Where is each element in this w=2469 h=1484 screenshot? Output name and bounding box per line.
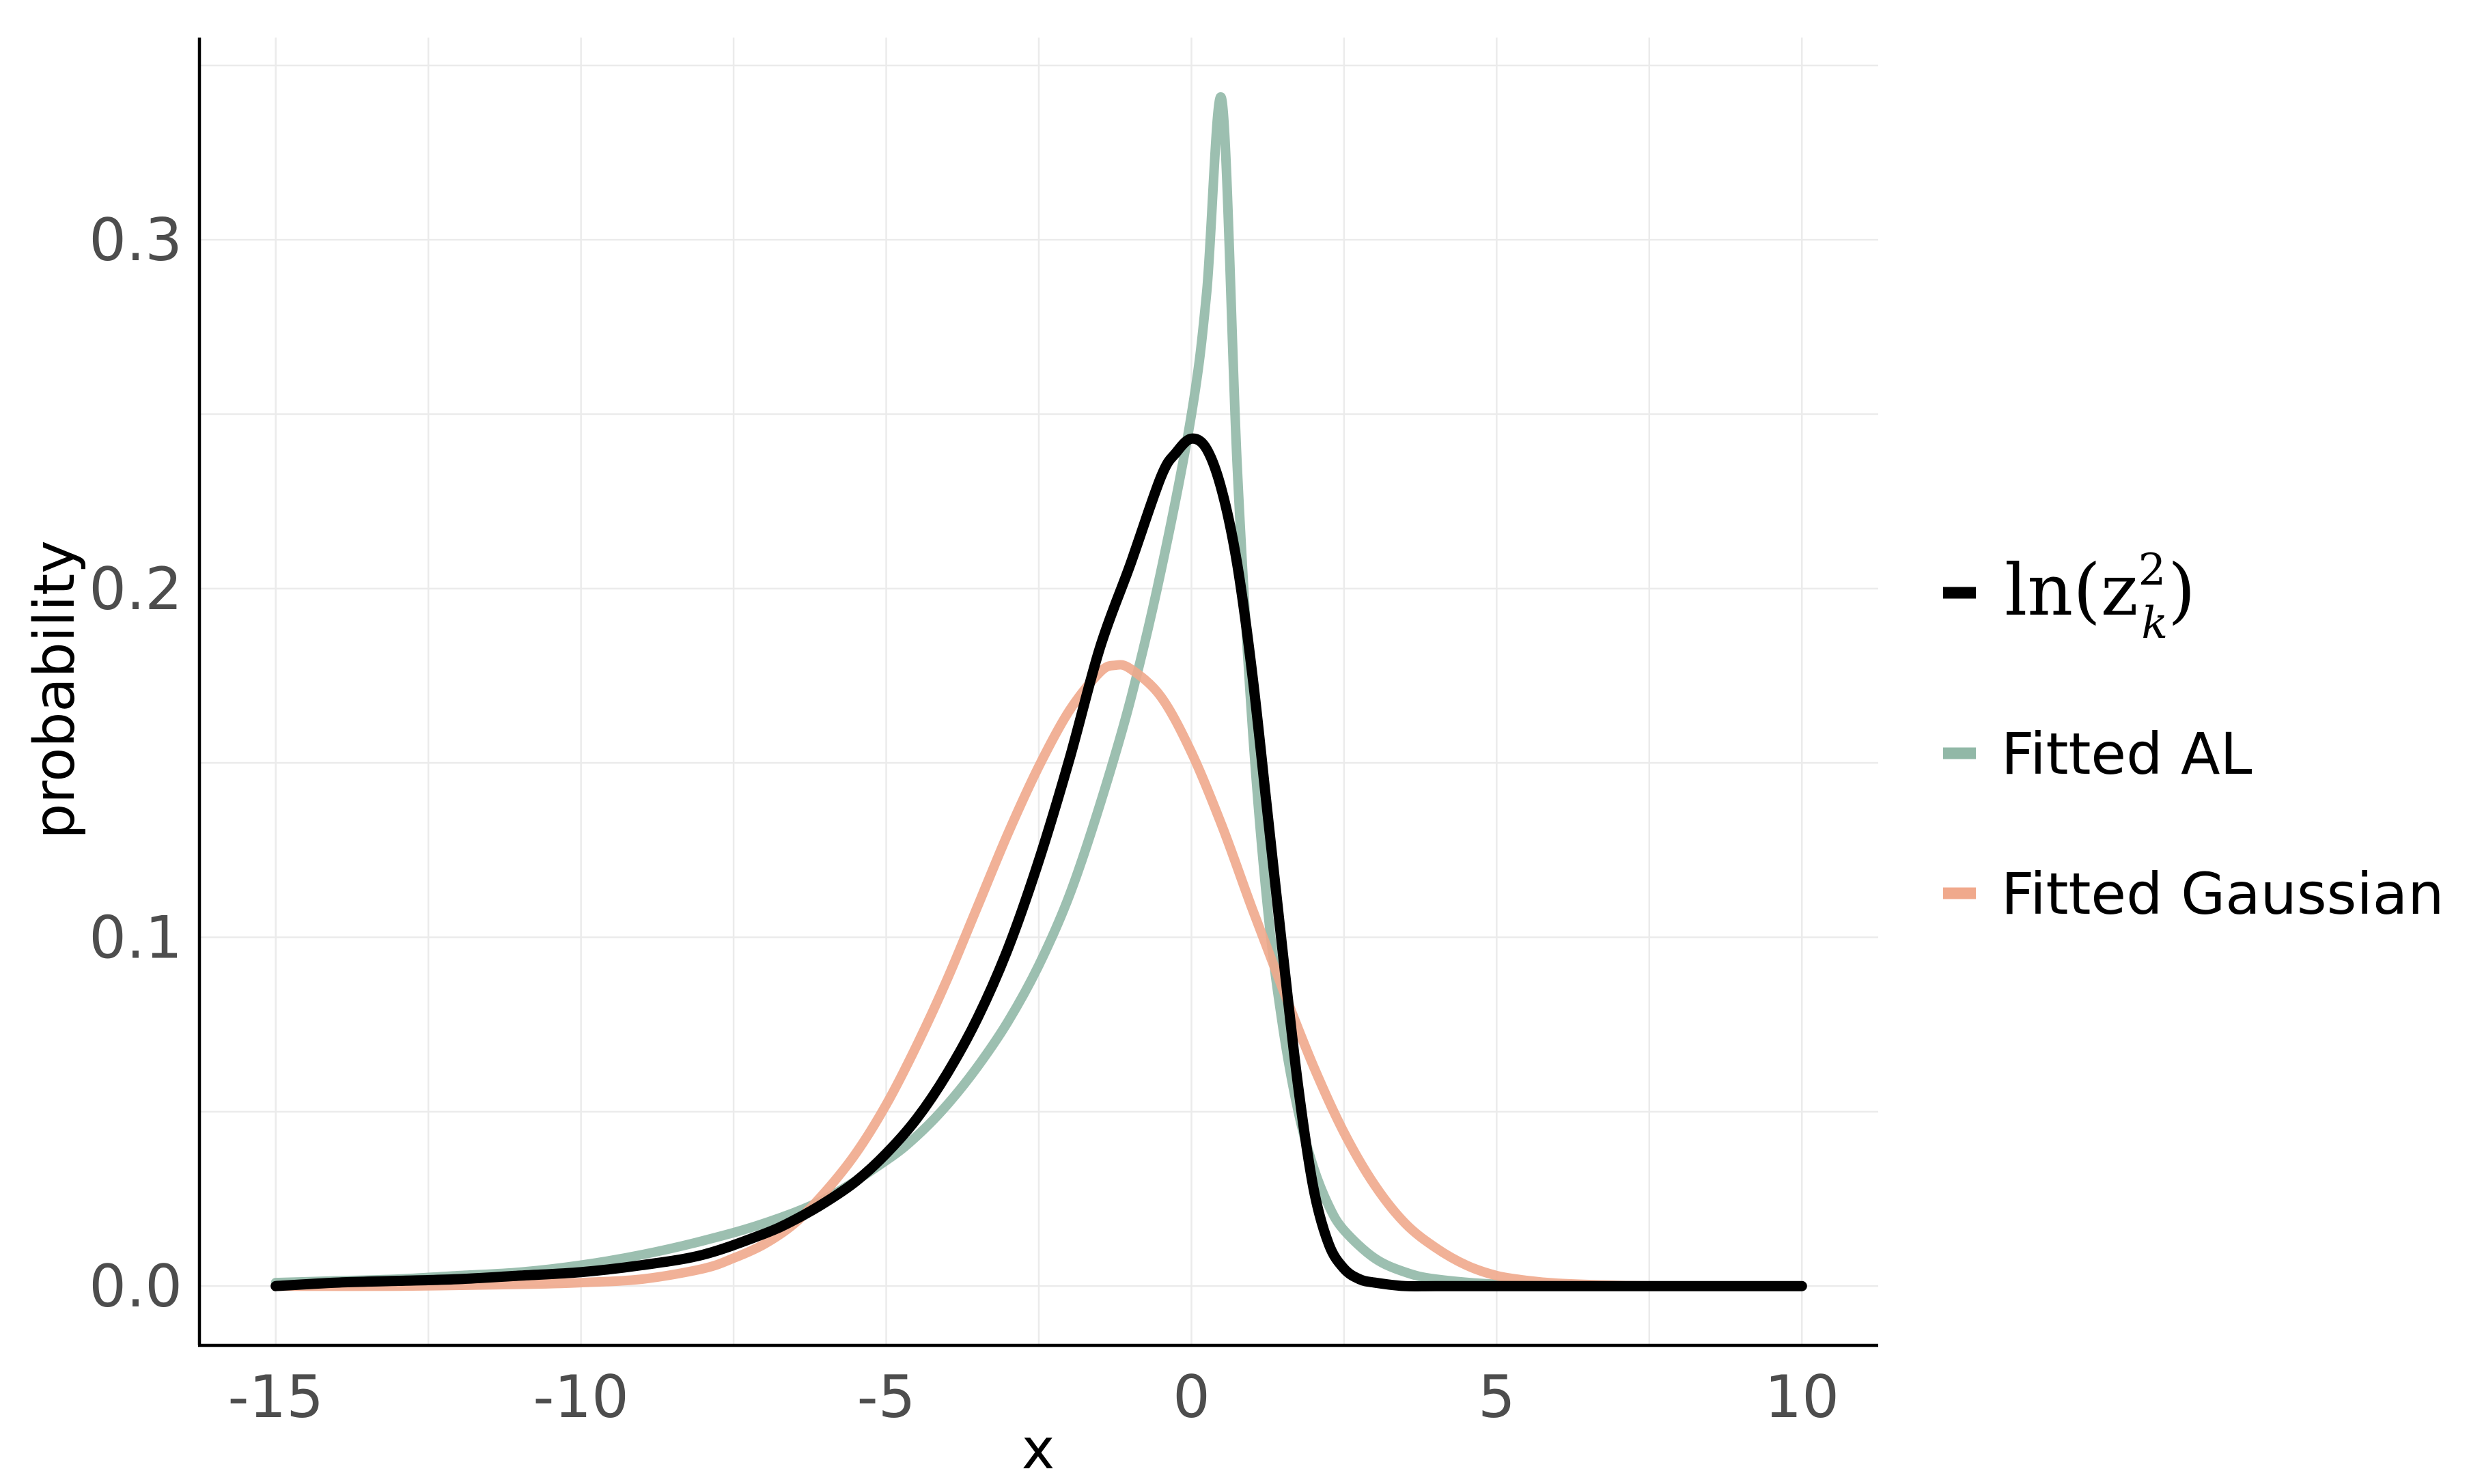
y-tick-label: 0.3 xyxy=(89,206,182,275)
y-tick-label: 0.2 xyxy=(89,555,182,624)
series-fitted-gaussian xyxy=(270,660,1807,1291)
legend-label-fitted-gaussian: Fitted Gaussian xyxy=(2001,860,2444,927)
legend-label-lnz: ln(z2 k) xyxy=(2005,545,2196,649)
legend: ln(z2 k) Fitted AL Fitted Gaussian xyxy=(1943,545,2444,927)
y-axis-title: probability xyxy=(23,540,87,839)
legend-math-close: ) xyxy=(2168,548,2196,632)
axes xyxy=(197,38,1878,1347)
x-tick-label: -5 xyxy=(857,1363,916,1431)
legend-math-sup: 2 xyxy=(2138,545,2166,596)
legend-item-fitted-al: Fitted AL xyxy=(1943,720,2252,787)
y-tick-label: 0.1 xyxy=(89,904,182,972)
tick-labels: -15 -10 -5 0 5 10 0.0 0.1 0.2 0.3 xyxy=(89,206,1839,1431)
series xyxy=(270,92,1807,1292)
x-tick-label: 0 xyxy=(1173,1363,1210,1431)
x-axis-title: x xyxy=(1022,1417,1055,1482)
legend-item-lnz: ln(z2 k) xyxy=(1943,545,2196,649)
grid xyxy=(199,38,1878,1345)
x-tick-label: -15 xyxy=(227,1363,323,1431)
legend-math-sub: k xyxy=(2141,598,2168,649)
x-tick-label: 10 xyxy=(1765,1363,1839,1431)
legend-math-base: ln(z xyxy=(2005,548,2138,632)
legend-label-fitted-al: Fitted AL xyxy=(2001,720,2252,787)
y-tick-label: 0.0 xyxy=(89,1252,182,1321)
series-fitted-al xyxy=(270,92,1807,1291)
x-tick-label: 5 xyxy=(1478,1363,1516,1431)
x-tick-label: -10 xyxy=(533,1363,628,1431)
series-lnz xyxy=(270,433,1807,1292)
legend-item-fitted-gaussian: Fitted Gaussian xyxy=(1943,860,2444,927)
